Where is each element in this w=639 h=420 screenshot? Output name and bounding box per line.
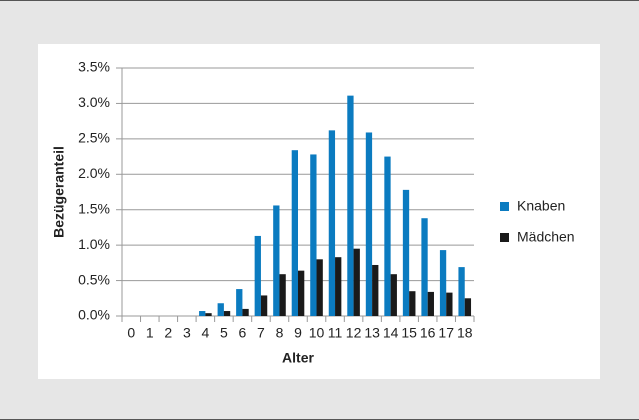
bar [273, 205, 280, 316]
bar [316, 259, 323, 316]
x-tick-label: 8 [276, 325, 284, 341]
bar [384, 156, 391, 316]
x-tick-label: 3 [183, 325, 191, 341]
bar [223, 311, 231, 316]
bar [353, 248, 360, 316]
bar [199, 311, 206, 316]
bar [217, 303, 224, 316]
bar [390, 274, 397, 316]
bar [328, 130, 336, 316]
bar [242, 308, 249, 316]
y-axis-title: Bezügeranteil [51, 146, 67, 238]
bar [347, 95, 354, 317]
legend-swatch [500, 233, 509, 242]
bar [236, 289, 243, 316]
bar [205, 313, 212, 316]
bar [421, 218, 428, 316]
y-tick-label: 0.0% [78, 307, 110, 323]
bar [464, 298, 472, 316]
x-tick-label: 7 [257, 325, 265, 341]
bar [279, 274, 286, 316]
bar [254, 235, 261, 316]
legend-label: Knaben [517, 198, 565, 214]
y-tick-label: 1.5% [78, 200, 110, 216]
legend-swatch [500, 202, 509, 211]
bar [365, 132, 373, 316]
x-tick-label: 11 [328, 325, 343, 341]
x-tick-label: 6 [239, 325, 247, 341]
bar [446, 292, 453, 316]
bar [260, 295, 268, 316]
bar [335, 257, 342, 316]
bar [427, 291, 434, 316]
legend-label: Mädchen [517, 229, 575, 245]
y-tick-label: 1.0% [78, 236, 110, 252]
x-tick-label: 12 [346, 325, 362, 341]
chart-panel [38, 44, 600, 379]
x-tick-label: 2 [164, 325, 172, 341]
x-tick-label: 18 [457, 325, 473, 341]
x-tick-label: 0 [127, 325, 135, 341]
x-tick-label: 5 [220, 325, 228, 341]
y-tick-label: 2.0% [78, 165, 110, 181]
y-tick-label: 2.5% [78, 130, 110, 146]
bar [439, 250, 447, 316]
bar [372, 264, 379, 316]
x-tick-label: 10 [309, 325, 325, 341]
y-tick-label: 0.5% [78, 271, 110, 287]
bar [409, 291, 416, 316]
y-tick-label: 3.5% [78, 59, 110, 75]
x-tick-label: 16 [420, 325, 436, 341]
bar [291, 150, 298, 316]
bar [402, 189, 410, 316]
x-tick-label: 13 [364, 325, 380, 341]
x-tick-label: 9 [294, 325, 302, 341]
x-tick-label: 15 [401, 325, 417, 341]
bar [458, 267, 465, 316]
bar [298, 270, 305, 316]
bar [310, 154, 317, 316]
x-tick-label: 1 [146, 325, 154, 341]
x-tick-label: 17 [438, 325, 454, 341]
x-tick-label: 4 [201, 325, 209, 341]
x-tick-label: 14 [383, 325, 399, 341]
x-axis-title: Alter [282, 350, 314, 366]
y-tick-label: 3.0% [78, 94, 110, 110]
